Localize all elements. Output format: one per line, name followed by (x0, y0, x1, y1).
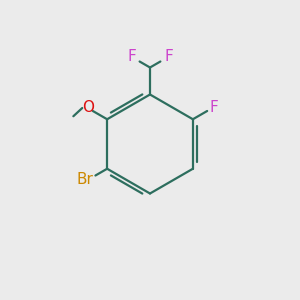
Text: Br: Br (76, 172, 93, 188)
Text: F: F (127, 49, 136, 64)
Text: F: F (164, 49, 173, 64)
Text: F: F (209, 100, 218, 116)
Text: O: O (82, 100, 94, 116)
